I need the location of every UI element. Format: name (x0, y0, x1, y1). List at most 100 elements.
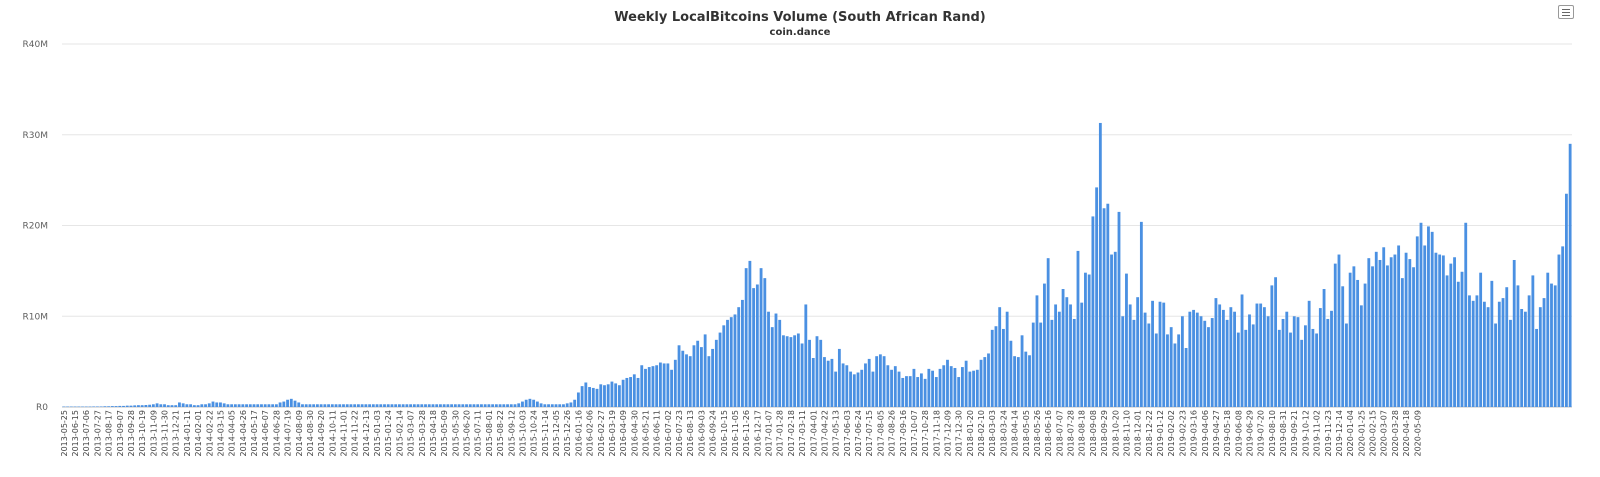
bar[interactable] (1169, 327, 1173, 407)
bar[interactable] (1139, 221, 1143, 407)
bar[interactable] (565, 403, 569, 407)
bar[interactable] (1262, 307, 1266, 407)
bar[interactable] (782, 335, 785, 407)
bar[interactable] (603, 385, 606, 407)
bar[interactable] (1192, 309, 1195, 407)
bar[interactable] (1374, 251, 1378, 407)
bar[interactable] (1095, 187, 1099, 407)
bar[interactable] (1464, 222, 1468, 407)
bar[interactable] (450, 404, 454, 407)
bar[interactable] (409, 404, 413, 407)
bar[interactable] (1024, 351, 1028, 407)
bar[interactable] (1453, 257, 1456, 407)
bar[interactable] (931, 370, 934, 407)
bar[interactable] (211, 401, 215, 407)
bar[interactable] (360, 404, 364, 407)
bar[interactable] (670, 369, 674, 407)
bar[interactable] (1162, 302, 1166, 407)
bar[interactable] (368, 404, 372, 407)
bar[interactable] (841, 363, 845, 407)
bar[interactable] (826, 360, 830, 407)
bar[interactable] (386, 404, 390, 407)
bar[interactable] (517, 403, 521, 407)
bar[interactable] (1330, 310, 1333, 407)
bar[interactable] (1274, 277, 1278, 407)
bar[interactable] (1538, 307, 1542, 407)
bar[interactable] (219, 402, 222, 407)
bar[interactable] (1486, 307, 1490, 407)
bar[interactable] (312, 404, 316, 407)
bar[interactable] (852, 374, 856, 407)
bar[interactable] (1020, 335, 1024, 407)
bar[interactable] (714, 339, 718, 407)
bar[interactable] (808, 339, 811, 407)
bar[interactable] (274, 404, 278, 407)
bar[interactable] (140, 405, 144, 407)
bar[interactable] (390, 404, 394, 407)
bar[interactable] (148, 404, 152, 407)
bar[interactable] (949, 366, 953, 407)
bar[interactable] (1345, 323, 1348, 407)
bar[interactable] (271, 404, 275, 407)
bar[interactable] (260, 404, 263, 407)
bar[interactable] (237, 404, 241, 407)
bar[interactable] (1147, 323, 1151, 407)
bar[interactable] (170, 405, 174, 407)
bar[interactable] (1352, 266, 1356, 407)
bar[interactable] (1005, 311, 1009, 407)
bar[interactable] (606, 384, 610, 407)
bar[interactable] (647, 367, 651, 407)
bar[interactable] (230, 404, 234, 407)
bar[interactable] (804, 304, 808, 407)
bar[interactable] (1318, 308, 1322, 407)
bar[interactable] (550, 404, 554, 407)
bar[interactable] (330, 404, 334, 407)
bar[interactable] (1520, 308, 1524, 407)
bar[interactable] (1054, 304, 1058, 407)
bar[interactable] (990, 329, 994, 407)
bar[interactable] (1423, 245, 1427, 407)
bar[interactable] (1132, 319, 1136, 407)
bar[interactable] (1434, 252, 1438, 407)
bar[interactable] (472, 404, 476, 407)
bar[interactable] (267, 404, 271, 407)
bar[interactable] (420, 404, 424, 407)
bar[interactable] (133, 405, 137, 407)
bar[interactable] (849, 371, 852, 407)
bar[interactable] (1333, 263, 1337, 407)
bar[interactable] (1173, 343, 1177, 407)
bar[interactable] (401, 404, 405, 407)
bar[interactable] (181, 403, 185, 407)
bar[interactable] (1479, 272, 1483, 407)
bar[interactable] (1225, 319, 1229, 407)
bar[interactable] (189, 404, 193, 407)
bar[interactable] (871, 371, 875, 407)
bar[interactable] (793, 335, 797, 407)
bar[interactable] (1482, 301, 1486, 407)
bar[interactable] (770, 327, 774, 407)
bar[interactable] (383, 404, 386, 407)
bar[interactable] (890, 369, 893, 407)
bar[interactable] (677, 345, 681, 407)
bar[interactable] (819, 339, 823, 407)
bar[interactable] (867, 358, 871, 407)
bar[interactable] (1359, 305, 1363, 407)
bar[interactable] (662, 363, 666, 407)
bar[interactable] (327, 404, 330, 407)
bar[interactable] (476, 404, 480, 407)
bar[interactable] (364, 404, 368, 407)
bar[interactable] (1255, 303, 1259, 407)
bar[interactable] (1415, 236, 1419, 407)
bar[interactable] (1311, 328, 1315, 407)
bar[interactable] (394, 404, 398, 407)
bar[interactable] (1419, 222, 1423, 407)
bar[interactable] (774, 313, 778, 407)
bar[interactable] (66, 406, 70, 408)
bar[interactable] (1531, 275, 1535, 407)
bar[interactable] (1568, 143, 1572, 407)
bar[interactable] (398, 404, 401, 407)
bar[interactable] (1497, 301, 1501, 407)
bar[interactable] (1557, 254, 1561, 407)
bar[interactable] (927, 368, 931, 407)
bar[interactable] (166, 405, 170, 407)
